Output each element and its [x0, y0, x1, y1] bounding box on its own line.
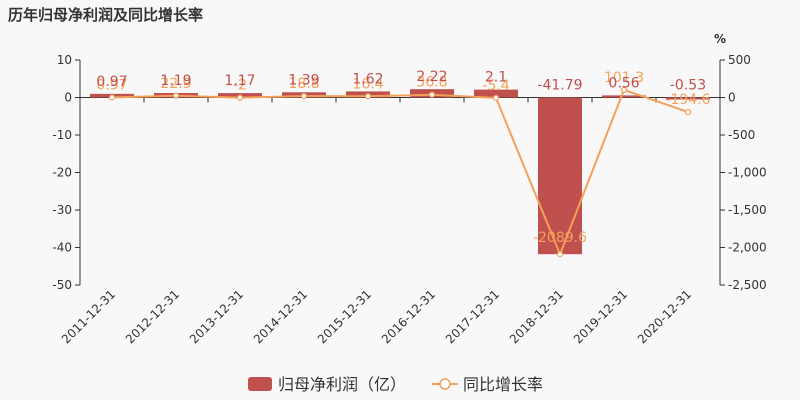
legend-item-profit[interactable]: 归母净利润（亿）	[248, 375, 406, 394]
x-axis-category-label: 2014-12-31	[251, 287, 310, 346]
right-axis-tick-label: -2,000	[728, 241, 767, 255]
right-axis-tick-label: -1,000	[728, 166, 767, 180]
profit-data-label: 1.19	[160, 73, 191, 89]
left-axis-tick-label: -50	[52, 278, 72, 292]
bar-profit	[538, 97, 582, 255]
profit-data-label: 1.39	[288, 72, 319, 88]
right-axis-tick-label: 500	[728, 53, 751, 67]
bar-profit	[474, 89, 518, 98]
right-axis-tick-label: -2,500	[728, 278, 767, 292]
x-axis-category-label: 2017-12-31	[443, 287, 502, 346]
left-axis-tick-label: 10	[57, 53, 72, 67]
profit-data-label: -0.53	[670, 78, 706, 94]
growth-data-label: -2	[233, 78, 247, 94]
left-axis-tick-label: -30	[52, 203, 72, 217]
growth-data-label: 0.97	[96, 77, 127, 93]
data-labels: 0.97 22.9 -2 18.8 16.4 36.8 -5.4 -2089.6 101.3 -1…	[96, 69, 710, 246]
left-axis-tick-label: -10	[52, 128, 72, 142]
bar-profit	[666, 97, 710, 100]
growth-point	[620, 86, 628, 94]
profit-data-label: 2.22	[416, 69, 447, 85]
growth-data-label: 22.9	[160, 76, 191, 92]
right-axis-unit: %	[714, 32, 726, 46]
x-axis-category-label: 2018-12-31	[507, 287, 566, 346]
legend-marker-icon	[439, 378, 451, 390]
growth-point	[684, 108, 692, 116]
growth-point	[236, 94, 244, 101]
growth-point	[108, 94, 116, 101]
growth-point	[428, 91, 436, 98]
right-axis: 500 0 -500 -1,000 -1,500 -2,000 -2,500	[719, 53, 767, 292]
growth-data-label: 101.3	[604, 70, 644, 86]
legend-label-growth: 同比增长率	[463, 375, 543, 394]
growth-point	[364, 93, 372, 100]
left-axis-tick-label: 0	[64, 91, 72, 105]
profit-data-label: 0.56	[608, 75, 639, 91]
growth-point	[492, 94, 500, 102]
x-axis-category-label: 2013-12-31	[187, 287, 246, 346]
growth-point	[300, 92, 308, 100]
profit-data-label: 1.17	[224, 73, 255, 89]
legend-item-growth[interactable]: 同比增长率	[432, 375, 543, 394]
growth-data-label: -194.6	[665, 92, 710, 108]
profit-data-label: -41.79	[537, 78, 582, 94]
x-axis-category-label: 2011-12-31	[59, 287, 118, 346]
profit-data-label: 0.97	[96, 74, 127, 90]
legend-bar-swatch	[248, 377, 272, 391]
x-axis-category-label: 2012-12-31	[123, 287, 182, 346]
growth-data-label: -5.4	[482, 78, 509, 94]
left-axis: 10 0 -10 -20 -30 -40 -50	[52, 53, 81, 292]
growth-data-label: 18.8	[288, 76, 319, 92]
growth-data-label: 36.8	[416, 75, 447, 91]
x-axis-category-label: 2019-12-31	[571, 287, 630, 346]
line-series-growth	[108, 86, 692, 258]
chart-title: 历年归母净利润及同比增长率	[8, 6, 203, 24]
profit-data-label: 1.62	[352, 71, 383, 87]
growth-data-label: -2089.6	[533, 230, 587, 246]
x-axis-category-label: 2020-12-31	[635, 287, 694, 346]
x-axis: 2011-12-31 2012-12-31 2013-12-31 2014-12-31…	[59, 97, 721, 346]
growth-point	[556, 251, 564, 258]
left-axis-tick-label: -20	[52, 166, 72, 180]
right-axis-tick-label: -1,500	[728, 203, 767, 217]
bar-series-profit	[90, 89, 710, 255]
legend-label-profit: 归母净利润（亿）	[278, 375, 406, 394]
profit-data-label: 2.1	[485, 70, 507, 86]
growth-point	[172, 92, 180, 99]
left-axis-tick-label: -40	[52, 241, 72, 255]
growth-line-path	[111, 88, 689, 257]
right-axis-tick-label: -500	[728, 128, 755, 142]
x-axis-category-label: 2015-12-31	[315, 287, 374, 346]
growth-data-label: 16.4	[352, 76, 383, 92]
bar-profit	[602, 95, 646, 98]
legend[interactable]: 归母净利润（亿） 同比增长率	[248, 375, 543, 394]
x-axis-category-label: 2016-12-31	[379, 287, 438, 346]
right-axis-tick-label: 0	[728, 91, 736, 105]
